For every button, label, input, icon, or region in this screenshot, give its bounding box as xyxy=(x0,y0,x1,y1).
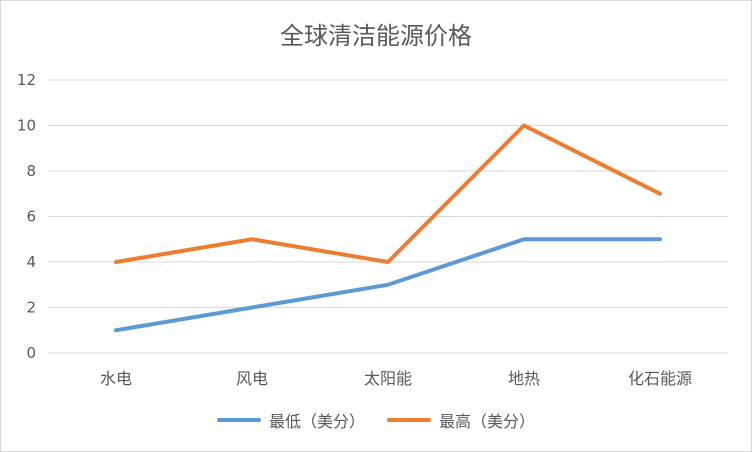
y-tick-label-6: 6 xyxy=(26,208,36,226)
chart-title: 全球清洁能源价格 xyxy=(280,22,472,50)
y-tick-label-0: 0 xyxy=(26,344,36,362)
legend-label-1: 最高（美分） xyxy=(439,412,536,431)
y-tick-label-12: 12 xyxy=(17,71,36,89)
legend-item-1: 最高（美分） xyxy=(387,408,535,432)
series-line-1 xyxy=(114,123,662,264)
x-tick-label-4: 化石能源 xyxy=(628,369,692,388)
legend-swatch-1 xyxy=(387,418,431,422)
y-tick-label-8: 8 xyxy=(26,162,36,180)
chart-legend: 最低（美分） 最高（美分） xyxy=(0,408,752,432)
y-tick-label-10: 10 xyxy=(17,117,36,135)
legend-label-0: 最低（美分） xyxy=(268,412,365,431)
y-tick-label-4: 4 xyxy=(26,253,36,271)
y-tick-label-2: 2 xyxy=(26,299,36,317)
x-tick-label-0: 水电 xyxy=(100,369,132,388)
x-tick-label-1: 风电 xyxy=(236,369,268,388)
legend-item-0: 最低（美分） xyxy=(216,408,365,432)
x-tick-label-2: 太阳能 xyxy=(364,369,412,388)
legend-swatch-0 xyxy=(216,418,261,422)
x-tick-label-3: 地热 xyxy=(508,369,540,388)
